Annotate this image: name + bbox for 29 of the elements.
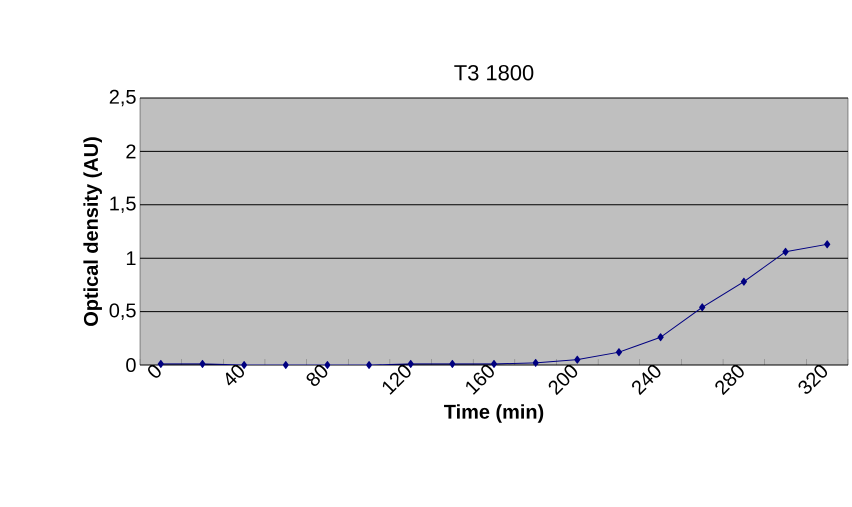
x-tick-label: 320 [798, 365, 828, 394]
point [199, 360, 206, 368]
y-axis-title: Optical density (AU) [83, 137, 102, 326]
x-tick-label: 120 [382, 365, 411, 395]
x-tick-label: 280 [715, 365, 744, 396]
point [782, 248, 789, 256]
point [699, 303, 706, 312]
point [824, 240, 830, 248]
point [282, 361, 289, 369]
point [574, 356, 580, 364]
point [616, 348, 622, 356]
x-axis-title: Time (min) [444, 404, 544, 423]
y-tick-label: 2 [126, 144, 136, 158]
point [532, 358, 539, 367]
y-tick-label: 0,5 [110, 303, 136, 320]
y-tick-label: 1 [126, 251, 136, 266]
x-tick-label: 160 [466, 365, 494, 395]
x-tick-label: 0 [148, 365, 161, 378]
y-tick-label: 1,5 [110, 196, 136, 213]
x-tick-label: 240 [632, 365, 660, 396]
x-tick-label: 40 [226, 365, 244, 386]
x-tick-label: 200 [548, 365, 578, 396]
point [657, 333, 664, 342]
point [740, 278, 748, 286]
chart-title: T3 1800 [454, 64, 534, 81]
point [449, 360, 456, 368]
y-tick-label: 2,5 [110, 90, 136, 106]
point [366, 361, 372, 369]
x-tick-label: 80 [306, 365, 328, 386]
